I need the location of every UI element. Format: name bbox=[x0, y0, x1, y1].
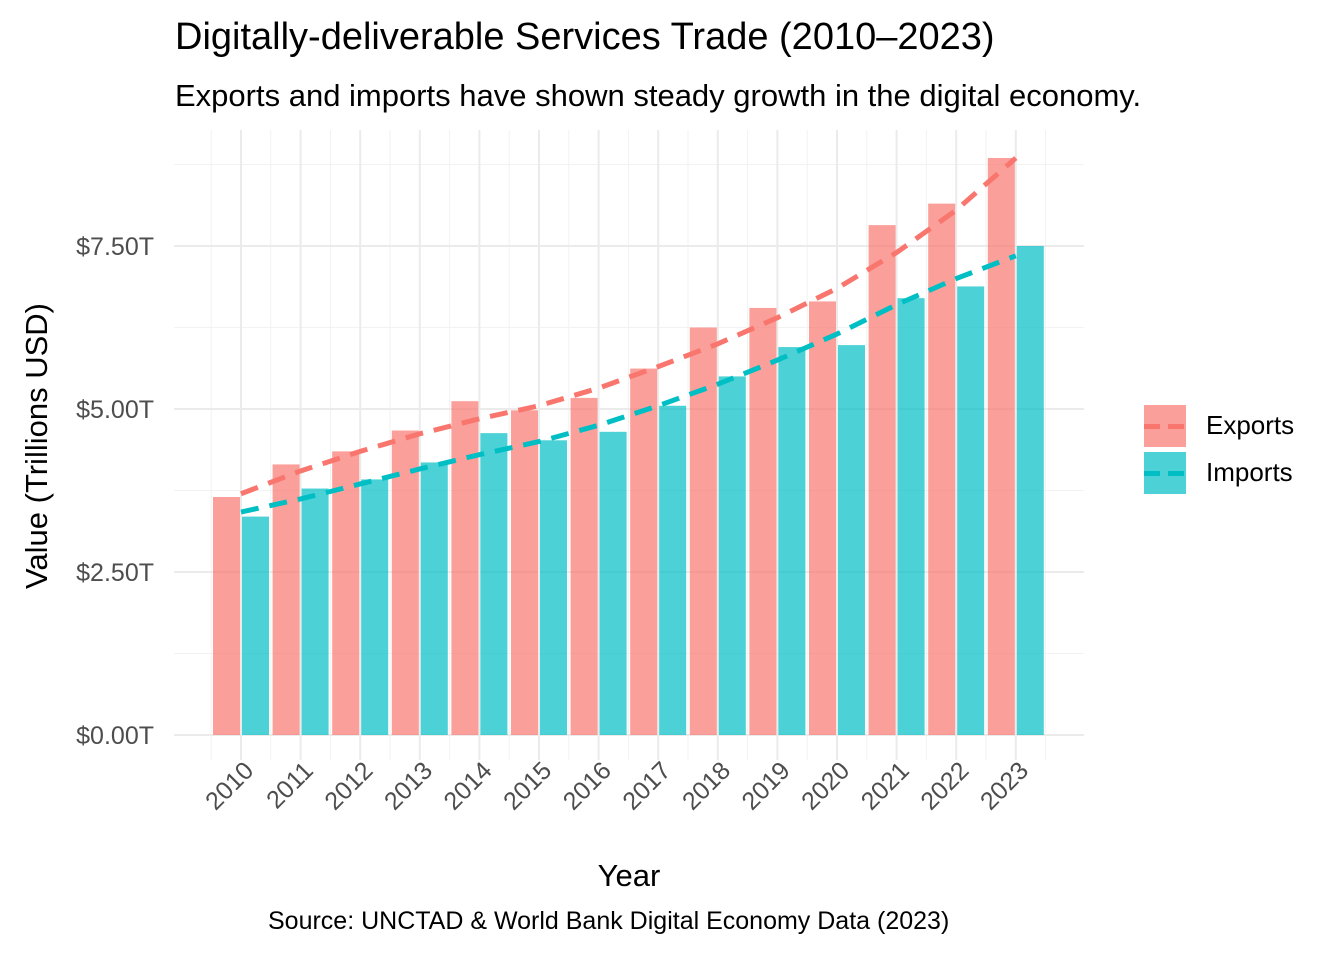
y-tick-label: $0.00T bbox=[76, 722, 154, 750]
y-axis-label: Value (Trillions USD) bbox=[19, 303, 54, 589]
x-tick-label: 2021 bbox=[856, 756, 915, 815]
y-tick-label: $2.50T bbox=[76, 559, 154, 587]
trend-lines bbox=[240, 156, 1018, 515]
legend-dash-exports bbox=[1144, 423, 1186, 429]
bar-imports-2012 bbox=[361, 479, 389, 735]
bar-imports-2021 bbox=[897, 298, 925, 735]
bar-imports-2018 bbox=[718, 376, 746, 735]
x-tick-label: 2019 bbox=[737, 756, 796, 815]
bar-imports-2013 bbox=[420, 462, 448, 735]
x-tick-label: 2011 bbox=[261, 756, 319, 814]
x-axis: 2010 2011 2012 2013 2014 2015 2016 2017 2018 2019… bbox=[200, 756, 1034, 815]
chart-caption: Source: UNCTAD & World Bank Digital Econ… bbox=[268, 907, 950, 935]
bar-exports-2011 bbox=[272, 464, 300, 735]
bar-imports-2019 bbox=[778, 347, 806, 735]
x-axis-label: Year bbox=[598, 858, 661, 893]
x-tick-label: 2015 bbox=[498, 756, 557, 815]
x-tick-label: 2012 bbox=[319, 756, 378, 815]
legend-dash-imports bbox=[1144, 470, 1186, 476]
legend-item-exports: Exports bbox=[1144, 402, 1294, 449]
bar-exports-2021 bbox=[868, 225, 896, 736]
chart-subtitle: Exports and imports have shown steady gr… bbox=[175, 78, 1142, 113]
x-tick-label: 2020 bbox=[796, 756, 855, 815]
legend-key-imports bbox=[1144, 451, 1186, 494]
bar-imports-2016 bbox=[599, 431, 627, 735]
bar-imports-2014 bbox=[480, 433, 508, 735]
bar-exports-2010 bbox=[213, 497, 240, 735]
bar-exports-2017 bbox=[630, 368, 658, 735]
bar-exports-2023 bbox=[987, 157, 1015, 736]
legend-label-exports: Exports bbox=[1206, 410, 1295, 440]
x-tick-label: 2016 bbox=[558, 756, 617, 815]
y-tick-label: $7.50T bbox=[76, 233, 154, 261]
bar-exports-2018 bbox=[689, 327, 717, 735]
bar-exports-2012 bbox=[332, 451, 360, 735]
legend-key-exports bbox=[1144, 404, 1186, 447]
bar-imports-2017 bbox=[659, 405, 687, 735]
legend-item-imports: Imports bbox=[1144, 449, 1294, 496]
bar-imports-2010 bbox=[242, 516, 269, 735]
bar-imports-2015 bbox=[540, 440, 567, 735]
bar-exports-2014 bbox=[451, 401, 479, 735]
legend-label-imports: Imports bbox=[1206, 457, 1293, 487]
bars bbox=[213, 157, 1044, 736]
bar-exports-2020 bbox=[809, 301, 836, 735]
y-axis: $0.00T $2.50T $5.00T $7.50T bbox=[76, 233, 154, 750]
y-tick-label: $5.00T bbox=[76, 396, 154, 424]
chart-title: Digitally-deliverable Services Trade (20… bbox=[175, 16, 995, 58]
bar-imports-2011 bbox=[301, 488, 329, 735]
bar-imports-2020 bbox=[838, 345, 865, 735]
bar-imports-2022 bbox=[957, 286, 985, 735]
x-tick-label: 2014 bbox=[439, 756, 498, 815]
bar-imports-2023 bbox=[1016, 246, 1044, 735]
bar-exports-2019 bbox=[749, 307, 777, 735]
x-tick-label: 2013 bbox=[379, 756, 438, 815]
x-tick-label: 2022 bbox=[915, 756, 974, 815]
bar-exports-2015 bbox=[511, 410, 538, 735]
trend-line-imports bbox=[240, 253, 1017, 515]
x-tick-label: 2023 bbox=[975, 756, 1034, 815]
x-tick-label: 2010 bbox=[200, 756, 259, 815]
bar-exports-2016 bbox=[570, 397, 598, 735]
bar-exports-2022 bbox=[928, 203, 956, 735]
legend: Exports Imports bbox=[1144, 402, 1294, 496]
bar-exports-2013 bbox=[391, 430, 419, 735]
x-tick-label: 2017 bbox=[617, 756, 676, 815]
x-tick-label: 2018 bbox=[677, 756, 736, 815]
